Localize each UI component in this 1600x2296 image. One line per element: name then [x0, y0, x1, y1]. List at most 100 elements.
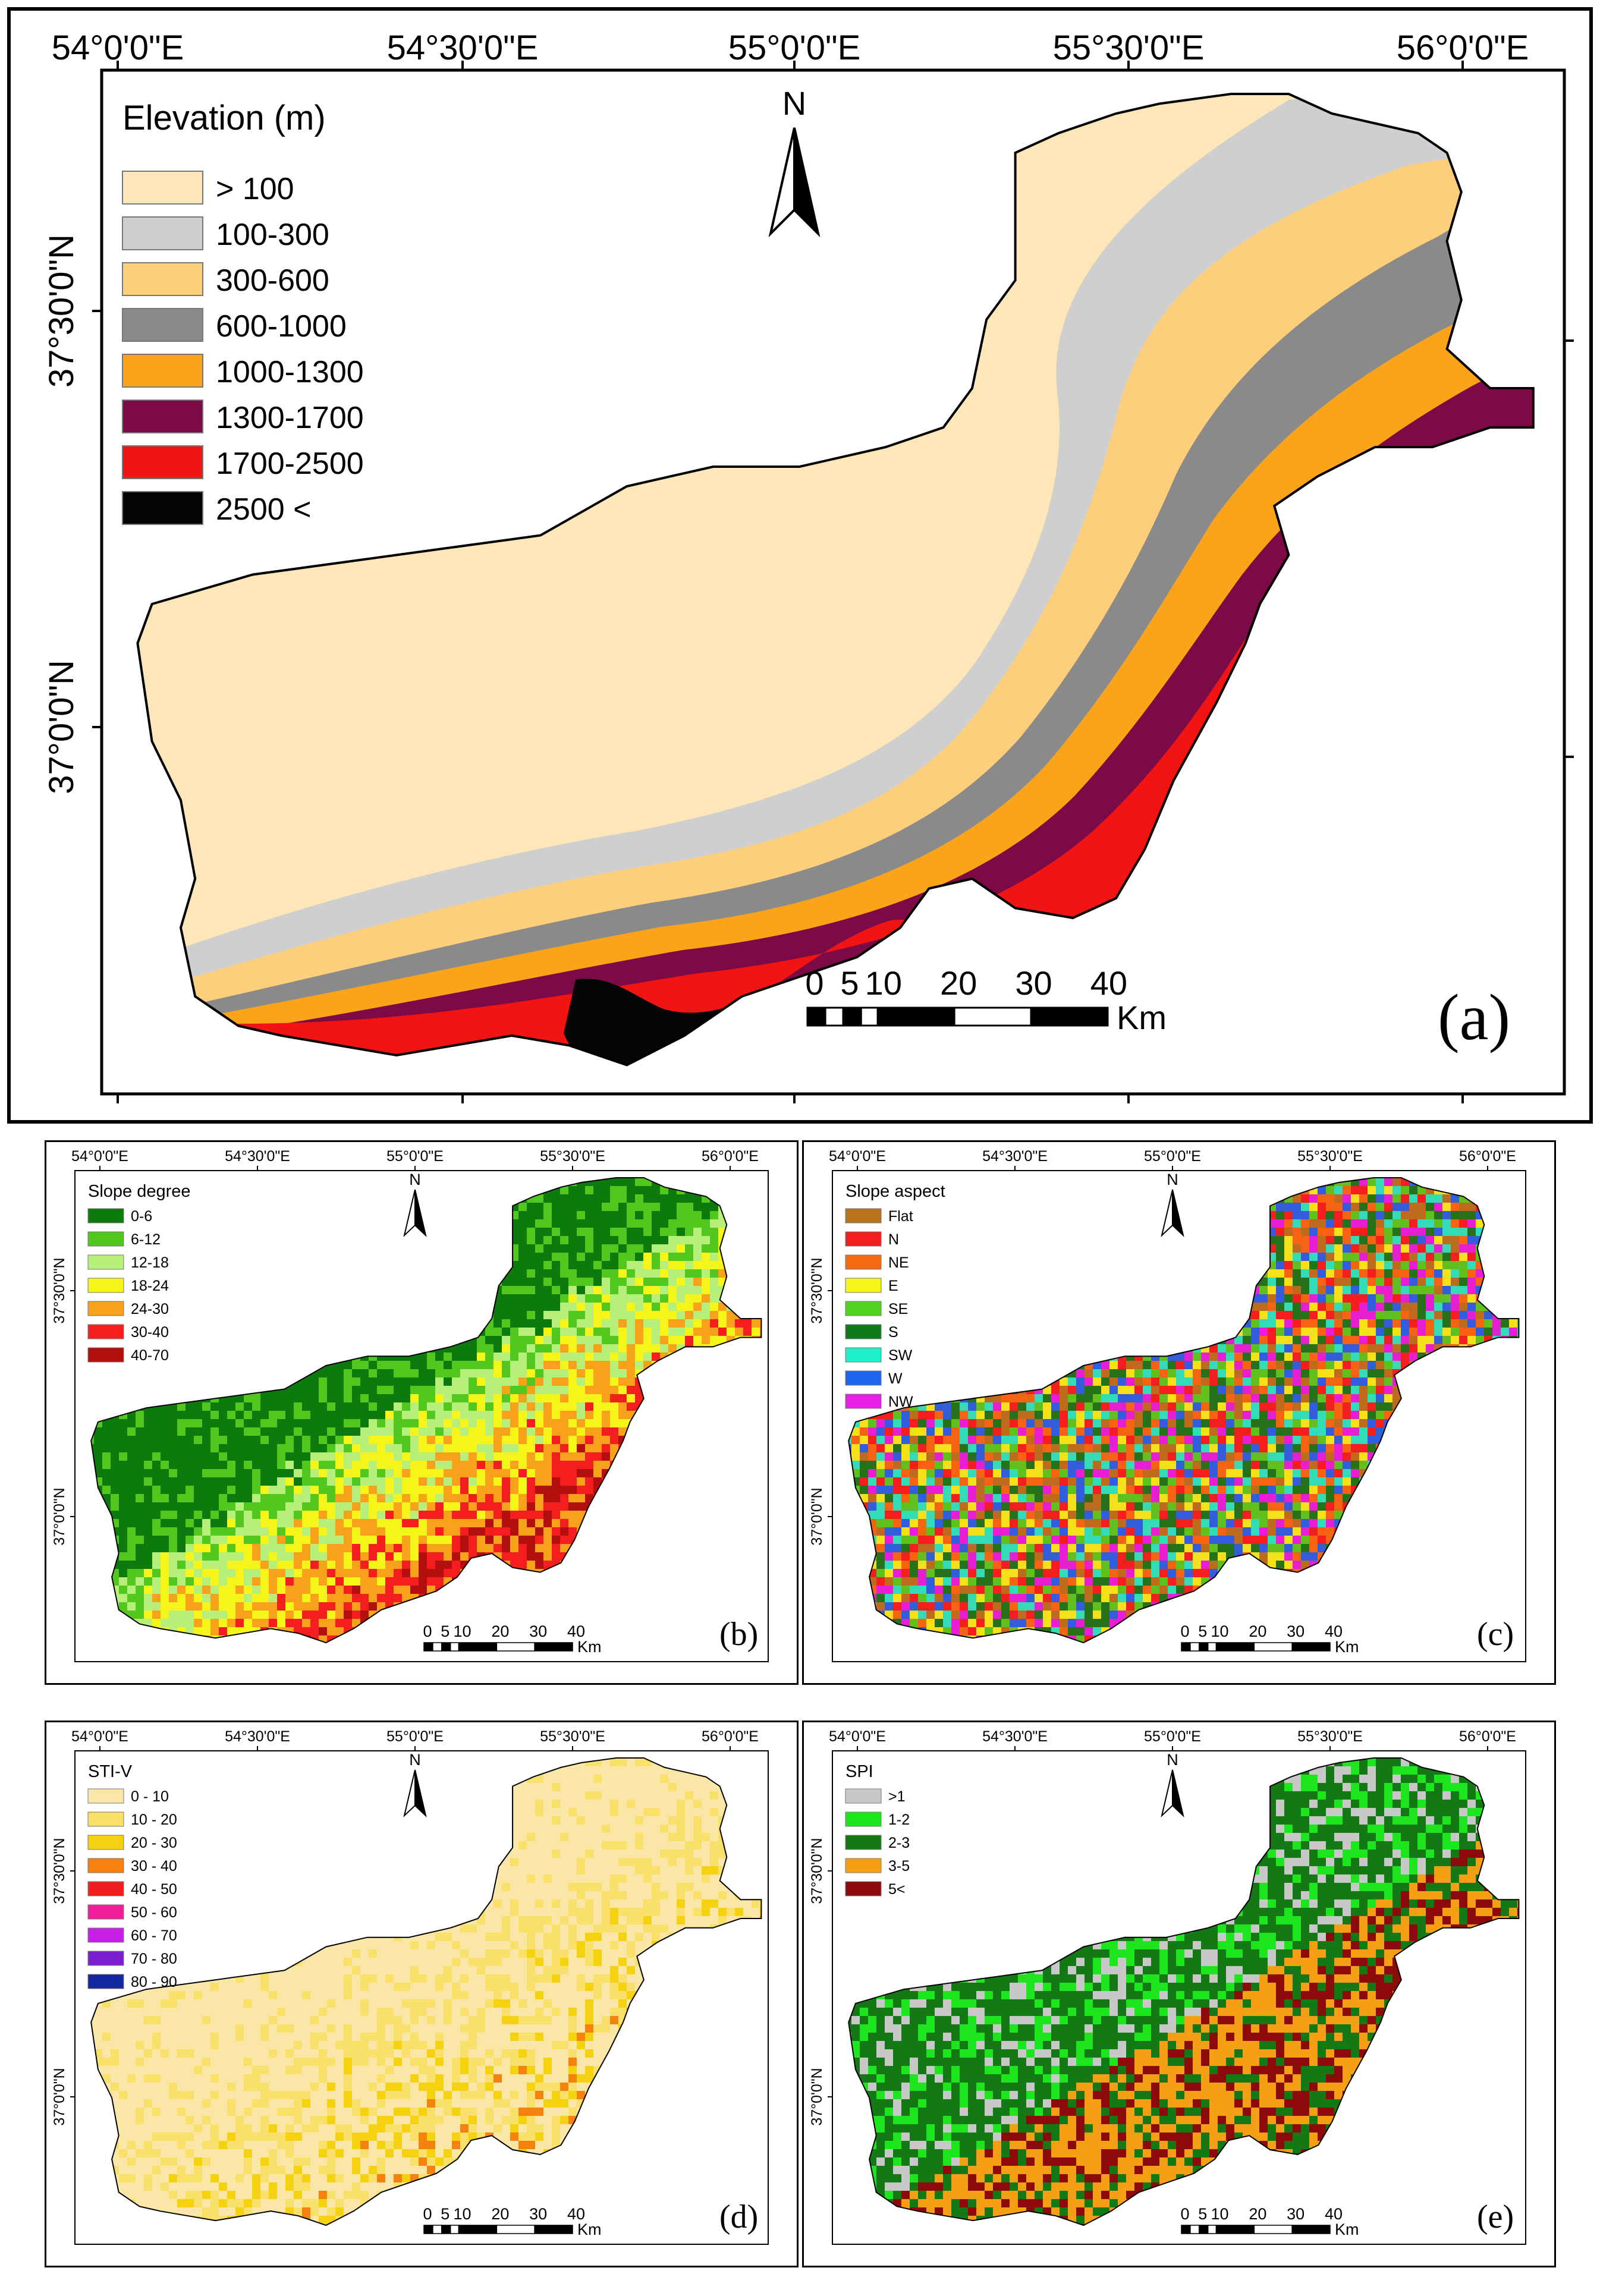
legend: STI-V 0 - 10 10 - 20 20 - 30 30 - 40 40 - 50 5…	[87, 1762, 177, 1990]
lon-label-56-00: 56°0'0"E	[1397, 29, 1529, 67]
lon-label-4: 56°0'0"E	[702, 1148, 759, 1165]
scale-label-2: 10	[453, 1622, 471, 1640]
scale-label-5: 40	[1325, 2205, 1343, 2223]
lon-label-2: 55°0'0"E	[1144, 1728, 1201, 1745]
map-neatline	[832, 1170, 1526, 1662]
elevation-legend: Elevation (m) > 100 100-300 300-600 600-100…	[122, 99, 364, 527]
scale-label-1: 5	[441, 2205, 449, 2223]
legend-swatch-0	[87, 1788, 124, 1804]
lat-label-1: 37°0'0"N	[809, 1487, 825, 1545]
scale-label-1: 5	[441, 1622, 449, 1640]
legend-swatch-6	[87, 1347, 124, 1363]
legend-title: Slope aspect	[845, 1182, 945, 1201]
legend-label-2: 20 - 30	[131, 1835, 177, 1851]
panel-label-d: (d)	[719, 2199, 758, 2235]
legend-label-7: 2500 <	[216, 492, 312, 527]
legend: SPI >1 1-2 2-3 3-5 5<	[845, 1762, 910, 1898]
lat-label-0: 37°30'0"N	[51, 1257, 68, 1323]
legend-label-8: 80 - 90	[131, 1974, 177, 1990]
scale-unit: Km	[577, 1638, 602, 1656]
legend-label-4: 40 - 50	[131, 1881, 177, 1898]
legend-swatch-3	[87, 1278, 124, 1293]
scale-label-1: 5	[1198, 2205, 1207, 2223]
lat-label-37-30: 37°30'0"N	[42, 234, 81, 388]
north-label: N	[409, 1171, 421, 1188]
legend-label-3: 600-1000	[216, 309, 347, 344]
scale-label-3: 20	[491, 1622, 509, 1640]
scale-label-4: 30	[529, 2205, 547, 2223]
legend-label-6: SW	[888, 1347, 913, 1364]
panel-label-b: (b)	[719, 1616, 758, 1653]
panel-label-c: (c)	[1477, 1616, 1514, 1653]
scale-label-1: 5	[1198, 1622, 1207, 1640]
legend-swatch-2	[122, 262, 203, 296]
legend-label-7: W	[888, 1370, 903, 1387]
lat-label-0: 37°30'0"N	[809, 1257, 825, 1323]
legend-label-3: 3-5	[888, 1858, 910, 1874]
legend-label-5: 30-40	[131, 1324, 169, 1341]
legend-label-2: 300-600	[216, 263, 329, 298]
scale-unit: Km	[1335, 1638, 1359, 1656]
legend-swatch-5	[87, 1904, 124, 1920]
scale-label-3: 20	[940, 964, 977, 1002]
legend-label-2: 2-3	[888, 1835, 910, 1851]
lon-label-4: 56°0'0"E	[1459, 1148, 1516, 1165]
scale-label-3: 20	[491, 2205, 509, 2223]
north-label: N	[1167, 1751, 1178, 1769]
scale-label-0: 0	[1180, 2205, 1189, 2223]
lon-label-4: 56°0'0"E	[702, 1728, 759, 1745]
slope-degree-panel: 54°0'0"E 54°30'0"E 55°0'0"E 55°30'0"E 56°0'0…	[51, 1148, 769, 1662]
legend-swatch-4	[845, 1301, 882, 1316]
legend-swatch-2	[845, 1835, 882, 1850]
lon-label-0: 54°0'0"E	[71, 1728, 128, 1745]
scale-label-5: 40	[1090, 964, 1127, 1002]
map-neatline	[100, 68, 1566, 1096]
legend-label-0: 0-6	[131, 1208, 152, 1225]
lat-label-0: 37°30'0"N	[51, 1838, 68, 1904]
north-arrow: N	[768, 84, 821, 238]
lat-label-1: 37°0'0"N	[809, 2068, 825, 2125]
legend-swatch-7	[122, 491, 203, 525]
legend-label-6: 40-70	[131, 1347, 169, 1364]
legend-swatch-1	[87, 1231, 124, 1247]
lon-label-3: 55°30'0"E	[1297, 1728, 1363, 1745]
scale-label-2: 10	[865, 964, 902, 1002]
scale-label-2: 10	[453, 2205, 471, 2223]
map-neatline	[832, 1750, 1526, 2245]
legend-swatch-7	[87, 1951, 124, 1966]
scale-label-4: 30	[1015, 964, 1052, 1002]
scale-label-3: 20	[1249, 2205, 1266, 2223]
lon-label-2: 55°0'0"E	[1144, 1148, 1201, 1165]
legend: Slope degree 0-6 6-12 12-18 18-24 24-30 30-40 4…	[87, 1182, 191, 1364]
legend-swatch-1	[122, 216, 203, 250]
legend-title: Slope degree	[88, 1182, 191, 1201]
legend-swatch-5	[122, 400, 203, 433]
north-arrow-icon	[768, 127, 796, 238]
sti-v-panel: 54°0'0"E 54°30'0"E 55°0'0"E 55°30'0"E 56°0'0…	[51, 1728, 769, 2245]
panel-d-frame: 54°0'0"E 54°30'0"E 55°0'0"E 55°30'0"E 56°0'0…	[45, 1721, 799, 2267]
lon-label-54-00: 54°0'0"E	[52, 29, 184, 67]
scale-label-4: 30	[1287, 2205, 1304, 2223]
legend-swatch-7	[845, 1370, 882, 1386]
legend-swatch-6	[87, 1927, 124, 1943]
legend-swatch-1	[87, 1811, 124, 1827]
panel-label-e: (e)	[1477, 2199, 1514, 2235]
scale-label-2: 10	[1211, 2205, 1228, 2223]
legend-title: SPI	[845, 1762, 873, 1781]
legend-label-4: 1000-1300	[216, 355, 364, 389]
legend-label-6: 1700-2500	[216, 446, 364, 481]
legend-swatch-1	[845, 1231, 882, 1247]
legend-label-2: 12-18	[131, 1254, 169, 1271]
slope-aspect-panel: 54°0'0"E 54°30'0"E 55°0'0"E 55°30'0"E 56°0'0…	[809, 1148, 1526, 1662]
legend-label-8: NW	[888, 1394, 913, 1410]
legend-title: STI-V	[88, 1762, 133, 1781]
lon-label-55-00: 55°0'0"E	[728, 29, 861, 67]
legend-title: Elevation (m)	[122, 99, 326, 137]
lon-label-55-30: 55°30'0"E	[1053, 29, 1205, 67]
elevation-map-panel: 54°0'0"E 54°30'0"E 55°0'0"E 55°30'0"E 56…	[42, 29, 1574, 1103]
lon-label-3: 55°30'0"E	[1297, 1148, 1363, 1165]
scale-unit: Km	[1335, 2220, 1359, 2238]
legend-label-3: 30 - 40	[131, 1858, 177, 1874]
